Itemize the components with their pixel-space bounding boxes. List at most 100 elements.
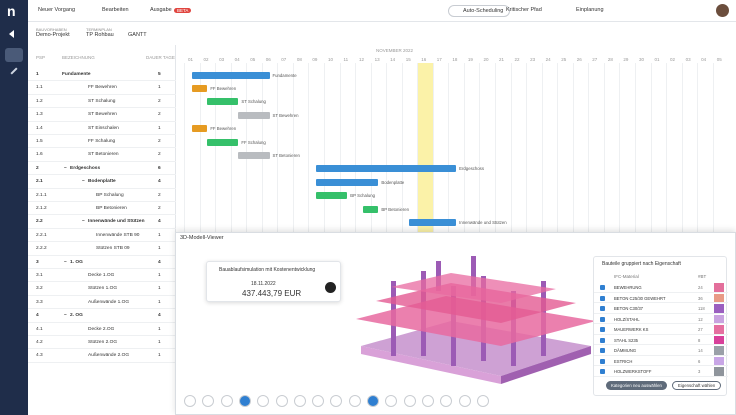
panel-row[interactable]: STAHL S235 8 [594, 335, 728, 345]
gantt-bar[interactable] [316, 165, 457, 173]
task-row[interactable]: 3 −1. OG 4 [28, 256, 176, 269]
tool-button[interactable] [312, 395, 325, 407]
psp: 2.2.2 [36, 246, 47, 252]
edit-button[interactable]: Bearbeiten [102, 7, 129, 13]
task-row[interactable]: 2.1.2 BP Betonieren 2 [28, 202, 176, 216]
checkbox[interactable] [600, 369, 605, 374]
checkbox[interactable] [600, 295, 605, 301]
panel-row[interactable]: ESTRICH 6 [594, 356, 728, 366]
task-row[interactable]: 1.3 ST Bewehren 2 [28, 108, 176, 122]
project[interactable]: Demo-Projekt [36, 32, 70, 38]
edit-icon[interactable] [10, 67, 18, 75]
panel-row[interactable]: BETON C30/37 118 [594, 303, 728, 314]
tool-button[interactable] [220, 395, 233, 407]
plan[interactable]: TP Rohbau [86, 32, 114, 38]
gantt-bar[interactable] [316, 178, 379, 186]
tool-button[interactable] [184, 395, 196, 407]
task-row[interactable]: 2.2 − Innenwände und Stützen 4 [28, 215, 176, 229]
collapse-toggle[interactable]: − [82, 219, 85, 225]
checkbox[interactable] [600, 337, 605, 343]
task-row[interactable]: 1.1 FF Bewehren 1 [28, 81, 176, 95]
tool-button[interactable] [330, 395, 343, 407]
tool-button[interactable] [293, 395, 306, 407]
task-row[interactable]: 3.1 Decke 1.OG 1 [28, 269, 176, 283]
gantt-bar[interactable] [191, 125, 208, 133]
tool-button[interactable] [238, 395, 251, 407]
tool-button[interactable] [385, 395, 398, 407]
panel-button[interactable]: Kategorien neu auswählen [606, 381, 667, 390]
tool-button[interactable] [202, 395, 215, 407]
gantt-bar[interactable] [316, 192, 348, 200]
auto-scheduling-button[interactable]: Auto-Scheduling [448, 5, 511, 17]
new-button[interactable]: Neuer Vorgang [38, 7, 75, 13]
checkbox[interactable] [600, 306, 605, 311]
panel-row[interactable]: MAUERWERK KS 27 [594, 324, 728, 335]
task-row[interactable]: 4.3 Außenwände 2.OG 1 [28, 349, 176, 363]
tool-button[interactable] [403, 395, 416, 407]
task-row[interactable]: 2.2.2 Stützen STB 09 1 [28, 242, 176, 256]
collapse-toggle[interactable]: − [64, 313, 67, 319]
checkbox[interactable] [600, 358, 605, 364]
logo[interactable]: n [7, 3, 16, 19]
task-row[interactable]: 1.6 ST Betonieren 2 [28, 148, 176, 162]
task-row[interactable]: 1 Fundamente 5 [28, 68, 176, 82]
task-row[interactable]: 2.2.1 Innenwände STB 90 1 [28, 229, 176, 243]
avatar[interactable] [716, 4, 729, 17]
list-icon[interactable] [5, 48, 23, 62]
plan-button[interactable]: Einplanung [576, 7, 604, 13]
task-row[interactable]: 3.2 Stützen 1.OG 1 [28, 282, 176, 296]
task-row[interactable]: 4 −2. OG 4 [28, 309, 176, 323]
tool-button[interactable] [440, 395, 453, 407]
task-row[interactable]: 1.5 FF Schalung 2 [28, 135, 176, 149]
day-column [666, 63, 682, 235]
task-name: Fundamente [62, 72, 91, 77]
panel-button[interactable]: Eigenschaft wählen [672, 381, 722, 390]
checkbox[interactable] [600, 327, 605, 332]
tool-button[interactable] [275, 395, 288, 407]
day-column [697, 63, 713, 235]
task-row[interactable]: 1.4 ST Einschalen 1 [28, 122, 176, 135]
panel-row[interactable]: DÄMMUNG 14 [594, 345, 728, 356]
gantt-bar[interactable] [238, 151, 270, 159]
tool-button[interactable] [458, 395, 471, 407]
gantt-bar[interactable] [191, 71, 270, 79]
duration: 1 [158, 85, 161, 91]
checkbox[interactable] [600, 285, 605, 290]
tool-button[interactable] [367, 395, 379, 407]
panel-row[interactable]: BEWEHRUNG 24 [594, 282, 728, 293]
gantt-bar[interactable] [409, 218, 457, 226]
play-button[interactable] [325, 282, 336, 293]
tool-button[interactable] [421, 395, 434, 407]
collapse-icon[interactable] [9, 30, 14, 38]
gantt-bar[interactable] [238, 111, 270, 119]
critical-path-button[interactable]: Kritischer Pfad [506, 7, 542, 13]
view-name[interactable]: GANTT [128, 32, 147, 38]
collapse-toggle[interactable]: − [64, 165, 67, 171]
gantt-bar[interactable] [362, 205, 379, 213]
task-row[interactable]: 2 − Erdgeschoss 6 [28, 162, 176, 176]
export-button[interactable]: Ausgabe [150, 7, 172, 13]
day-label: 03 [219, 57, 225, 62]
collapse-toggle[interactable]: − [64, 259, 67, 265]
task-row[interactable]: 3.3 Außenwände 1.OG 1 [28, 296, 176, 310]
task-row[interactable]: 1.2 ST Schalung 2 [28, 95, 176, 109]
task-row[interactable]: 2.1.1 BP Schalung 2 [28, 189, 176, 202]
tool-button[interactable] [257, 395, 270, 407]
collapse-toggle[interactable]: − [82, 179, 85, 185]
checkbox[interactable] [600, 348, 605, 353]
gantt-bar[interactable] [207, 98, 239, 106]
day-column [230, 63, 247, 235]
day-column [712, 63, 729, 235]
day-column [448, 63, 464, 235]
panel-row[interactable]: HOLZ/STAHL 12 [594, 314, 728, 324]
gantt-bar[interactable] [191, 84, 208, 92]
panel-row[interactable]: BETON C25/30 GEWEHRT 36 [594, 293, 728, 303]
tool-button[interactable] [348, 395, 361, 407]
gantt-bar[interactable] [207, 138, 239, 146]
task-row[interactable]: 2.1 − Bodenplatte 4 [28, 175, 176, 189]
checkbox[interactable] [600, 316, 605, 322]
tool-button[interactable] [476, 395, 489, 407]
task-row[interactable]: 4.2 Stützen 2.OG 1 [28, 336, 176, 350]
panel-row[interactable]: HOLZWERKSTOFF 3 [594, 366, 728, 377]
task-row[interactable]: 4.1 Decke 2.OG 1 [28, 323, 176, 336]
